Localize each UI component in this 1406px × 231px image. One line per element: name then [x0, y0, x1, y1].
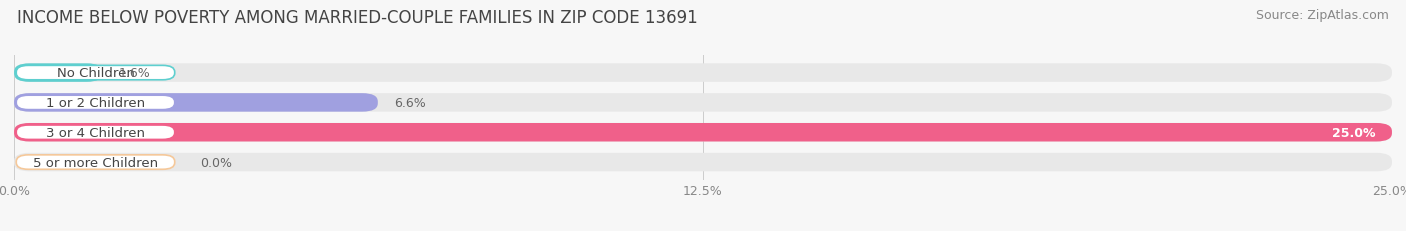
FancyBboxPatch shape [17, 155, 174, 170]
FancyBboxPatch shape [14, 64, 1392, 82]
Text: 1.6%: 1.6% [118, 67, 150, 80]
FancyBboxPatch shape [17, 125, 174, 140]
Text: 0.0%: 0.0% [200, 156, 232, 169]
FancyBboxPatch shape [14, 94, 378, 112]
FancyBboxPatch shape [14, 123, 1392, 142]
Text: 3 or 4 Children: 3 or 4 Children [46, 126, 145, 139]
FancyBboxPatch shape [17, 96, 174, 110]
FancyBboxPatch shape [14, 64, 103, 82]
FancyBboxPatch shape [14, 123, 1392, 142]
Text: 1 or 2 Children: 1 or 2 Children [46, 97, 145, 109]
Text: 6.6%: 6.6% [394, 97, 426, 109]
FancyBboxPatch shape [14, 94, 1392, 112]
Text: No Children: No Children [56, 67, 135, 80]
FancyBboxPatch shape [17, 66, 174, 80]
Text: INCOME BELOW POVERTY AMONG MARRIED-COUPLE FAMILIES IN ZIP CODE 13691: INCOME BELOW POVERTY AMONG MARRIED-COUPL… [17, 9, 697, 27]
Text: Source: ZipAtlas.com: Source: ZipAtlas.com [1256, 9, 1389, 22]
FancyBboxPatch shape [14, 153, 1392, 172]
Text: 5 or more Children: 5 or more Children [32, 156, 157, 169]
Text: 25.0%: 25.0% [1331, 126, 1375, 139]
